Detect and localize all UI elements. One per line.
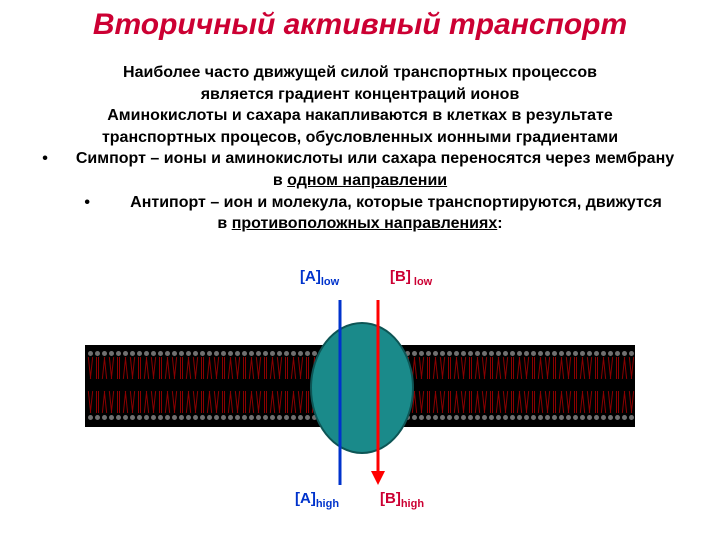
label-B-low: [B] low xyxy=(390,268,432,288)
label-A-low: [A]low xyxy=(300,268,339,288)
symport-underline: одном направлении xyxy=(287,172,447,189)
label-B-low-main: [B] xyxy=(390,268,411,285)
symport-pre: в xyxy=(273,172,287,189)
text-line-2: является градиент концентраций ионов xyxy=(30,84,690,106)
antiport-term: Антипорт xyxy=(130,194,206,211)
label-A-low-main: [A] xyxy=(300,268,321,285)
symport-rest: – ионы и аминокислоты или сахара перенос… xyxy=(146,150,674,167)
text-line-3: Аминокислоты и сахара накапливаются в кл… xyxy=(30,105,690,127)
antiport-rest: – ион и молекула, которые транспортируют… xyxy=(206,194,662,211)
label-B-low-sub: low xyxy=(411,276,432,288)
text-line-1: Наиболее часто движущей силой транспортн… xyxy=(30,62,690,84)
bullet-dot: • xyxy=(30,148,60,170)
arrow-B-down xyxy=(0,300,720,520)
bullet-antiport: • Антипорт – ион и молекула, которые тра… xyxy=(30,192,690,214)
membrane-diagram xyxy=(0,300,720,500)
slide-title: Вторичный активный транспорт xyxy=(0,8,720,42)
symport-term: Симпорт xyxy=(76,150,146,167)
antiport-underline: противоположных направлениях xyxy=(232,215,498,232)
label-A-low-sub: low xyxy=(321,276,339,288)
symport-line2: в одном направлении xyxy=(30,170,690,192)
antiport-post: : xyxy=(497,215,502,232)
body-text-block: Наиболее часто движущей силой транспортн… xyxy=(30,62,690,235)
bullet-symport: • Симпорт – ионы и аминокислоты или саха… xyxy=(30,148,690,170)
text-line-4: транспортных процесов, обусловленных ион… xyxy=(30,127,690,149)
antiport-pre: в xyxy=(217,215,231,232)
antiport-line2: в противоположных направлениях: xyxy=(30,213,690,235)
bullet-dot-2: • xyxy=(30,192,102,214)
